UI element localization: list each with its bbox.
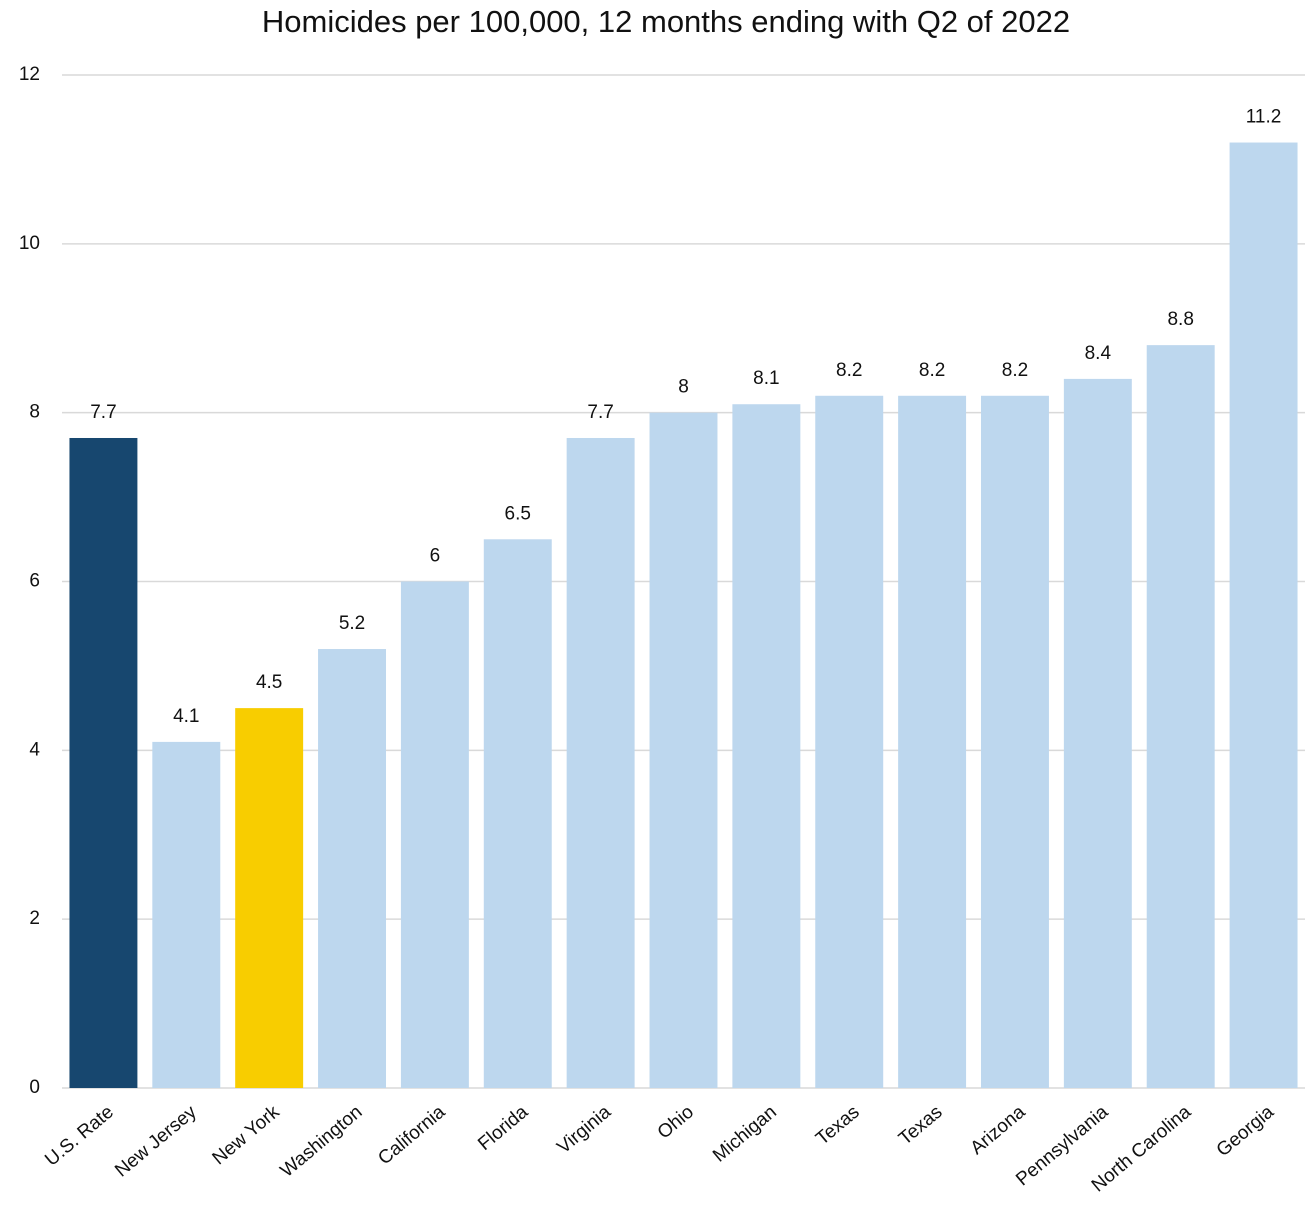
value-label: 4.1 [173, 706, 199, 727]
y-tick-label: 2 [29, 908, 40, 929]
x-tick-label: Georgia [1213, 1101, 1279, 1161]
y-tick-label: 4 [29, 739, 40, 760]
value-label: 8.2 [836, 360, 862, 381]
bar [69, 437, 138, 1088]
bar [1146, 345, 1215, 1089]
y-tick-label: 8 [29, 402, 40, 423]
bar [1229, 142, 1298, 1089]
value-label: 7.7 [587, 402, 613, 423]
y-tick-label: 12 [19, 64, 40, 85]
x-tick-label: New York [209, 1101, 284, 1169]
value-label: 4.5 [256, 672, 282, 693]
x-tick-label: Michigan [709, 1102, 781, 1167]
x-tick-label: New Jersey [111, 1101, 201, 1181]
x-tick-label: U.S. Rate [41, 1102, 118, 1171]
y-tick-label: 6 [29, 571, 40, 592]
x-tick-label: Florida [474, 1101, 532, 1155]
x-tick-label: Texas [812, 1102, 864, 1150]
x-tick-label: Texas [895, 1102, 947, 1150]
value-label: 6 [430, 546, 441, 567]
value-label: 11.2 [1246, 107, 1282, 128]
value-label: 8.4 [1085, 343, 1112, 364]
bar [1063, 378, 1132, 1088]
y-tick-label: 0 [29, 1077, 40, 1098]
value-label: 8.2 [919, 360, 945, 381]
bar [732, 404, 801, 1089]
value-label: 8 [678, 377, 689, 398]
chart-title: Homicides per 100,000, 12 months ending … [262, 4, 1070, 39]
value-label: 8.2 [1002, 360, 1028, 381]
bar [400, 581, 469, 1088]
bar [815, 395, 884, 1088]
bar [235, 708, 304, 1088]
bar [649, 412, 718, 1089]
bar [318, 649, 387, 1088]
x-tick-label: Arizona [967, 1101, 1030, 1159]
value-label: 8.8 [1167, 309, 1193, 330]
x-tick-label: Washington [277, 1102, 367, 1182]
x-tick-label: California [374, 1101, 449, 1169]
bar [152, 741, 221, 1088]
x-tick-label: Virginia [553, 1101, 615, 1158]
bar [483, 539, 552, 1088]
value-label: 5.2 [339, 613, 365, 634]
bar [566, 437, 635, 1088]
value-label: 8.1 [753, 368, 779, 389]
bar [980, 395, 1049, 1088]
y-tick-label: 10 [19, 233, 40, 254]
value-label: 7.7 [90, 402, 116, 423]
x-tick-label: Ohio [654, 1102, 698, 1144]
value-label: 6.5 [505, 503, 531, 524]
bar [898, 395, 967, 1088]
